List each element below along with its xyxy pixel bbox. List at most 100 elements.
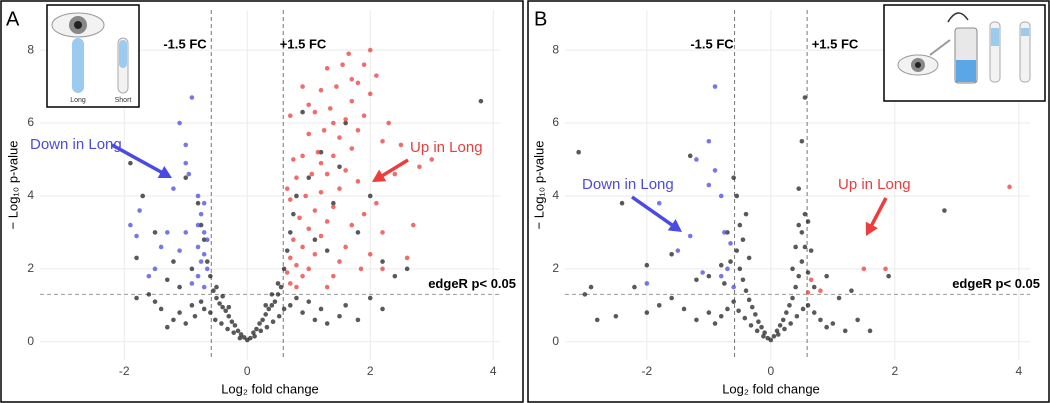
point: [152, 230, 158, 235]
point: [287, 255, 293, 261]
inset-b: [883, 4, 1046, 102]
point: [306, 226, 312, 232]
point: [790, 266, 795, 272]
y-axis-label: − Log₁₀ p-value: [5, 141, 20, 230]
point: [219, 321, 224, 326]
inset-label: Long15 µl5 µl"Long" "Short": [70, 97, 86, 104]
point: [204, 237, 210, 242]
point: [355, 317, 361, 323]
point: [140, 193, 146, 199]
point: [312, 317, 318, 323]
point: [284, 186, 290, 191]
point: [417, 164, 422, 170]
point: [278, 284, 284, 290]
point: [300, 244, 305, 250]
point: [355, 128, 361, 133]
x-tick-label: 4: [490, 364, 497, 378]
point: [260, 317, 265, 323]
point: [272, 299, 278, 304]
point: [257, 321, 262, 326]
point: [349, 146, 355, 151]
point: [281, 306, 287, 312]
point: [367, 251, 373, 257]
point: [588, 284, 594, 290]
annotation: Down in Long: [582, 176, 674, 193]
point: [737, 266, 743, 272]
point: [195, 193, 201, 199]
point: [805, 219, 811, 224]
point: [201, 284, 207, 290]
point: [855, 317, 860, 323]
point: [232, 323, 238, 328]
point: [361, 211, 367, 217]
point: [217, 301, 222, 306]
point: [687, 233, 693, 239]
point: [942, 208, 947, 213]
point: [238, 332, 244, 337]
point: [241, 335, 247, 340]
point: [270, 319, 276, 325]
point: [349, 222, 355, 228]
point: [343, 244, 348, 250]
y-tick-label: 4: [552, 188, 559, 202]
point: [198, 299, 204, 304]
point: [324, 248, 330, 253]
point: [195, 273, 201, 279]
point: [404, 266, 410, 272]
point: [722, 230, 727, 235]
x-tick-label: 0: [244, 364, 251, 378]
point: [830, 321, 836, 326]
threshold-label: edgeR p< 0.05: [952, 276, 1040, 291]
point: [774, 328, 780, 334]
point: [134, 295, 139, 301]
point: [204, 266, 210, 272]
point: [824, 273, 829, 279]
point: [204, 259, 210, 264]
point: [722, 281, 727, 286]
point: [220, 304, 225, 310]
inset-a: Long15 µl5 µl"Long" "Short" Short: [46, 4, 140, 108]
point: [343, 168, 348, 173]
point: [355, 80, 361, 86]
point: [231, 330, 237, 335]
point: [284, 248, 290, 253]
point: [361, 62, 367, 67]
point: [731, 175, 736, 181]
point: [189, 303, 195, 308]
arrow: [111, 143, 166, 176]
point: [164, 277, 170, 283]
point: [883, 266, 888, 272]
point: [478, 98, 484, 104]
point: [201, 251, 207, 257]
point: [164, 324, 170, 330]
point: [195, 222, 201, 228]
point: [171, 186, 176, 191]
point: [780, 317, 786, 323]
x-tick-label: -2: [119, 364, 130, 378]
point: [269, 292, 275, 297]
point: [201, 200, 207, 206]
point: [312, 251, 318, 257]
point: [796, 273, 802, 279]
y-tick-label: 0: [27, 334, 34, 348]
point: [337, 164, 342, 170]
point: [177, 248, 182, 253]
point: [201, 306, 207, 312]
point: [762, 330, 767, 335]
point: [582, 292, 588, 297]
point: [158, 306, 164, 312]
point: [712, 84, 718, 89]
y-tick-label: 4: [27, 188, 34, 202]
point: [793, 244, 798, 250]
point: [398, 142, 404, 148]
point: [294, 262, 299, 268]
x-tick-label: 0: [767, 364, 774, 378]
x-tick-label: 2: [367, 364, 374, 378]
point: [380, 259, 385, 264]
point: [808, 248, 814, 253]
point: [287, 281, 293, 286]
point: [309, 171, 315, 177]
point: [208, 310, 213, 315]
point: [252, 334, 257, 339]
